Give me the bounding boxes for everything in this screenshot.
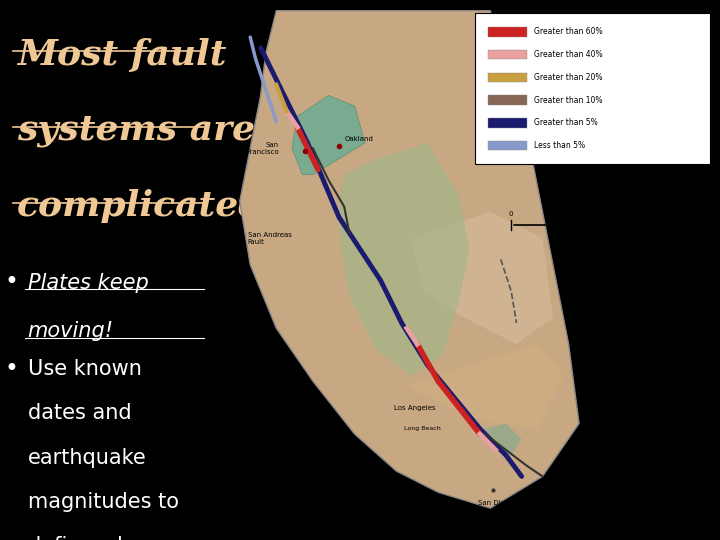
Text: 0: 0 — [509, 211, 513, 217]
Polygon shape — [292, 96, 365, 175]
Text: Plates keep: Plates keep — [27, 273, 148, 293]
Text: define when: define when — [27, 536, 156, 540]
Text: moving!: moving! — [27, 321, 114, 341]
Text: complicated: complicated — [17, 189, 264, 223]
Bar — [487, 50, 527, 59]
Text: •: • — [4, 357, 18, 381]
Text: Km: Km — [558, 238, 569, 244]
Text: 200: 200 — [609, 211, 622, 217]
Text: Greater than 40%: Greater than 40% — [534, 50, 602, 59]
Text: Greater than 20%: Greater than 20% — [534, 73, 602, 82]
Polygon shape — [407, 344, 563, 429]
Text: Los Angeles: Los Angeles — [394, 405, 436, 411]
Text: San
Francisco: San Francisco — [246, 142, 279, 155]
Bar — [487, 27, 527, 37]
Text: dates and: dates and — [27, 403, 131, 423]
Text: magnitudes to: magnitudes to — [27, 492, 179, 512]
FancyBboxPatch shape — [474, 14, 710, 164]
Text: Greater than 60%: Greater than 60% — [534, 28, 602, 36]
Polygon shape — [412, 212, 553, 344]
Text: earthquake: earthquake — [27, 448, 146, 468]
Bar — [487, 96, 527, 105]
Text: •: • — [4, 270, 18, 294]
Text: Most fault: Most fault — [17, 38, 227, 72]
Bar — [487, 118, 527, 127]
Polygon shape — [240, 11, 579, 508]
Text: systems are: systems are — [17, 113, 255, 147]
Bar — [487, 72, 527, 82]
Polygon shape — [485, 423, 521, 455]
Text: Long Beach: Long Beach — [404, 426, 441, 431]
Text: Greater than 5%: Greater than 5% — [534, 118, 598, 127]
Text: Greater than 10%: Greater than 10% — [534, 96, 602, 105]
Text: San Diego: San Diego — [478, 500, 513, 506]
Bar — [487, 141, 527, 151]
Text: Less than 5%: Less than 5% — [534, 141, 585, 150]
Text: San Andreas
Fault: San Andreas Fault — [248, 232, 292, 245]
Text: Use known: Use known — [27, 359, 142, 379]
Polygon shape — [339, 143, 469, 376]
Text: Oakland: Oakland — [344, 136, 373, 142]
